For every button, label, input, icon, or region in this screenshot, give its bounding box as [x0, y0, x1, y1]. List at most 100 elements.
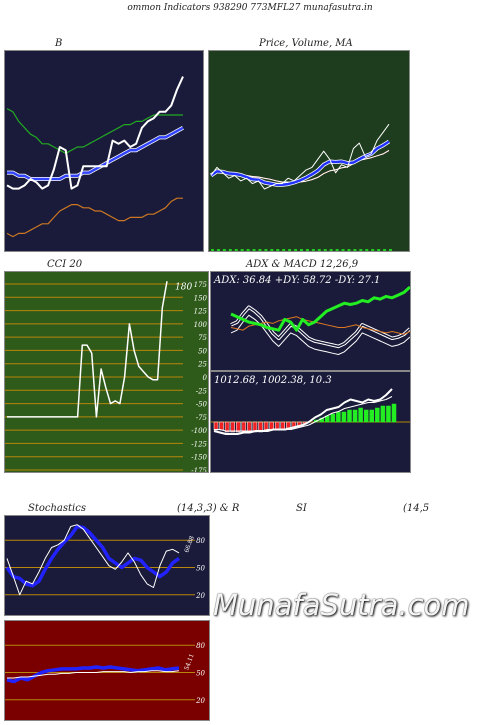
volume-bar — [288, 249, 292, 251]
stoch-signal-line — [6, 524, 180, 596]
volume-bar — [264, 249, 268, 251]
stochastics-panel: 80 50 20 66.88 — [4, 515, 210, 616]
macd-histogram-bar — [380, 405, 386, 423]
bollinger-chart — [5, 51, 203, 251]
cci-tick-label: 150 — [194, 294, 208, 302]
macd-histogram-bar — [213, 421, 219, 431]
volume-bar — [353, 249, 357, 251]
volume-bar — [317, 249, 321, 251]
volume-bar — [365, 249, 369, 251]
volume-bar — [216, 249, 220, 251]
macd-histogram-bar — [347, 409, 352, 423]
volume-bar — [323, 249, 327, 251]
macd-histogram-bar — [386, 405, 391, 423]
price-chart — [209, 51, 409, 251]
rsi-panel: 80 50 20 54.11 — [4, 620, 210, 721]
macd-chart — [211, 372, 410, 472]
cci-tick-label: 100 — [194, 321, 208, 329]
stoch-main-line — [5, 524, 181, 588]
cci-last-label: 180 — [175, 282, 192, 292]
adx-line-inner — [230, 306, 410, 348]
cci-title: CCI 20 — [47, 259, 83, 270]
macd-histogram-bar — [375, 407, 380, 423]
volume-bar — [252, 249, 256, 251]
volume-bar — [246, 249, 250, 251]
page-header: ommon Indicators 938290 773MFL27 munafas… — [127, 3, 373, 13]
volume-bar — [282, 249, 286, 251]
watermark: MunafaSutra.com — [213, 588, 470, 622]
bb-lower-band — [6, 197, 183, 238]
stoch-tick-label: 80 — [196, 537, 205, 545]
volume-bar — [222, 249, 226, 251]
volume-bar — [371, 249, 375, 251]
volume-bar — [329, 249, 333, 251]
adx-stats: ADX: 36.84 +DY: 58.72 -DY: 27.1 — [214, 275, 381, 286]
cci-panel: 175 150 125 100 75 50 25 0 -25 -50 -75 -100 -125 -150… — [4, 271, 209, 473]
bb-title: B — [55, 38, 63, 49]
macd-histogram-bar — [336, 411, 341, 423]
volume-bar — [294, 249, 298, 251]
volume-bar — [228, 249, 232, 251]
volume-bar — [335, 249, 339, 251]
volume-bar — [234, 249, 238, 251]
rsi-tick-label: 80 — [196, 642, 205, 650]
macd-histogram-bar — [358, 407, 363, 423]
volume-bar — [377, 249, 381, 251]
panel-background — [5, 516, 209, 615]
panel-background — [5, 621, 209, 720]
macd-histogram-bar — [219, 421, 224, 431]
price-title: Price, Volume, MA — [259, 38, 353, 49]
stoch-tick-label: 20 — [195, 592, 205, 600]
volume-bar — [389, 249, 392, 251]
macd-histogram-bar — [224, 421, 230, 433]
volume-bar — [300, 249, 303, 251]
price-panel — [208, 50, 410, 252]
cci-tick-label: 25 — [197, 361, 207, 369]
cci-tick-label: -50 — [196, 401, 208, 409]
volume-bar — [240, 249, 244, 251]
volume-bar — [341, 249, 345, 251]
adx-chart — [211, 272, 410, 370]
bb-close-line — [6, 76, 184, 190]
macd-histogram-bar — [263, 421, 269, 431]
cci-tick-label: -175 — [191, 467, 207, 473]
adx-plus-dy-line — [230, 285, 410, 332]
rsi-title: SI — [296, 503, 307, 514]
rsi-tick-label: 50 — [196, 670, 205, 678]
volume-bar — [383, 249, 387, 251]
volume-bar — [276, 249, 280, 251]
cci-tick-label: -150 — [191, 454, 207, 462]
cci-tick-label: 125 — [194, 308, 208, 316]
panel-background — [5, 51, 203, 251]
bb-upper-band — [6, 108, 183, 155]
volume-bar — [311, 249, 315, 251]
macd-signal-line — [214, 396, 393, 432]
bollinger-panel — [4, 50, 204, 252]
cci-tick-label: 50 — [198, 347, 207, 355]
rsi-tick-label: 20 — [195, 697, 205, 705]
cci-tick-label: 75 — [198, 334, 207, 342]
volume-bar — [347, 249, 351, 251]
rsi-signal-line — [7, 670, 180, 679]
bb-mid-band — [7, 126, 184, 181]
macd-histogram-bar — [391, 403, 397, 423]
volume-bar — [270, 249, 274, 251]
cci-chart: 175 150 125 100 75 50 25 0 -25 -50 -75 -100 -125 -150… — [5, 272, 208, 473]
stoch-params: (14,3,3) & R — [177, 503, 240, 514]
panel-background — [209, 51, 409, 251]
rsi-params: (14,5 — [403, 503, 430, 514]
price-ma-short — [210, 140, 390, 186]
macd-histogram-bar — [341, 411, 347, 423]
stoch-tick-label: 50 — [196, 565, 205, 573]
macd-histogram-bar — [236, 421, 241, 433]
adx-panel: ADX: 36.84 +DY: 58.72 -DY: 27.1 — [210, 271, 411, 371]
macd-histogram-bar — [286, 421, 291, 429]
price-close-line — [210, 123, 390, 190]
volume-bar — [211, 249, 214, 251]
macd-histogram-bar — [363, 409, 369, 423]
macd-histogram-bar — [369, 409, 374, 423]
macd-histogram-bar — [352, 409, 358, 423]
macd-panel: 1012.68, 1002.38, 10.3 — [210, 371, 411, 473]
cci-tick-label: -100 — [191, 427, 207, 435]
